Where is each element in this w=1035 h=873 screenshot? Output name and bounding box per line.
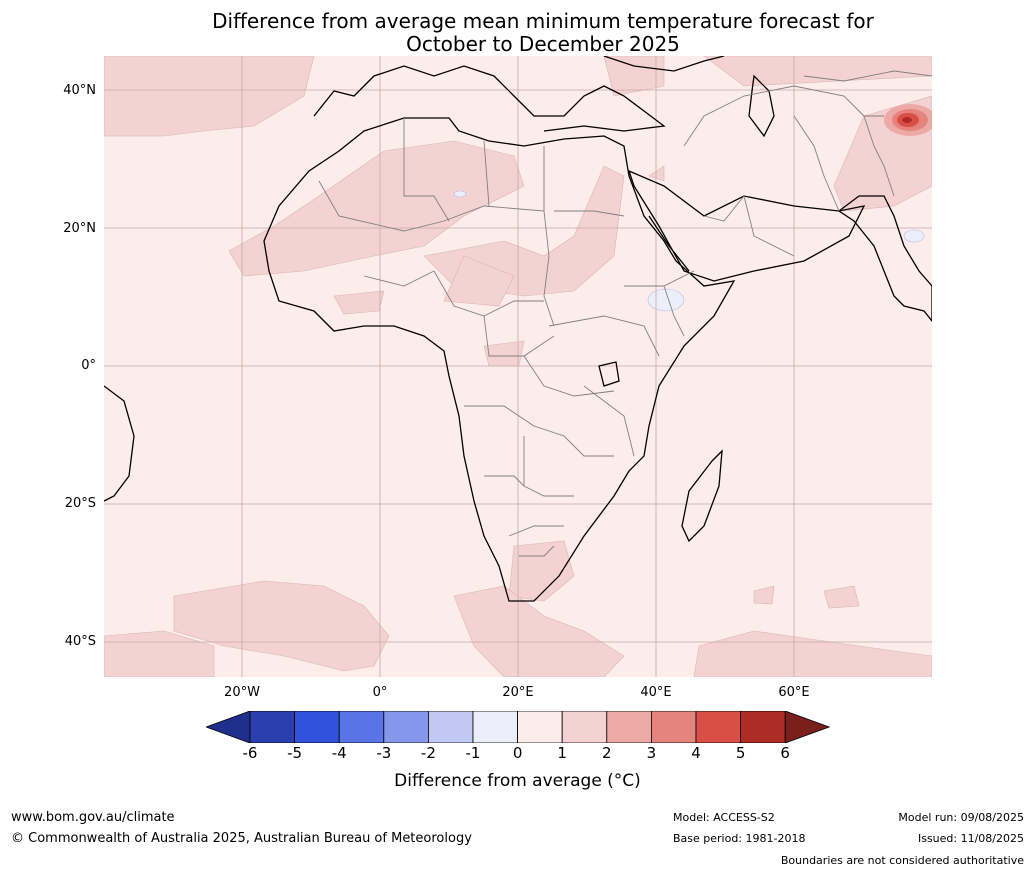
colorbar-tick-label: 1 xyxy=(557,744,567,762)
colorbar-label: Difference from average (°C) xyxy=(394,771,641,791)
colorbar-tick-label: 4 xyxy=(691,744,701,762)
footer-model-run: Model run: 09/08/2025 xyxy=(898,811,1024,824)
lat-label-40n: 40°N xyxy=(63,83,96,98)
anomaly-cool-patches xyxy=(453,190,925,312)
lat-label-0: 0° xyxy=(81,358,96,373)
colorbar-segment xyxy=(606,711,652,743)
colorbar-segment xyxy=(249,711,295,743)
colorbar-segment xyxy=(784,711,830,743)
colorbar-tick-label: -3 xyxy=(376,744,392,762)
anomaly-hotspot xyxy=(884,104,932,136)
colorbar-segments xyxy=(206,711,830,743)
colorbar-tick-label: -5 xyxy=(287,744,303,762)
colorbar-tick-label: 2 xyxy=(602,744,612,762)
colorbar-tick-label: -2 xyxy=(420,744,436,762)
colorbar-tick-label: 3 xyxy=(646,744,657,762)
map-panel xyxy=(104,56,932,677)
colorbar-segment xyxy=(206,711,251,743)
footer-copyright: © Commonwealth of Australia 2025, Austra… xyxy=(11,831,472,846)
colorbar-segment xyxy=(695,711,741,743)
lon-label-20e: 20°E xyxy=(502,685,534,700)
footer-model: Model: ACCESS-S2 xyxy=(673,811,775,824)
colorbar-tick-label: 0 xyxy=(512,744,523,762)
colorbar-segment xyxy=(383,711,429,743)
lat-label-40s: 40°S xyxy=(64,634,96,649)
lat-label-20s: 20°S xyxy=(64,496,96,511)
footer-base-period: Base period: 1981-2018 xyxy=(673,832,806,845)
footer-disclaimer: Boundaries are not considered authoritat… xyxy=(780,854,1024,867)
title-line-1: Difference from average mean minimum tem… xyxy=(212,9,874,33)
colorbar-segment xyxy=(472,711,518,743)
lon-label-60e: 60°E xyxy=(778,685,810,700)
chart-title: Difference from average mean minimum tem… xyxy=(0,10,1035,56)
lon-label-20w: 20°W xyxy=(224,685,260,700)
graticule xyxy=(104,56,932,677)
colorbar-segment xyxy=(650,711,697,743)
colorbar-segment xyxy=(338,711,385,743)
lon-label-0: 0° xyxy=(372,685,388,700)
country-borders xyxy=(318,70,932,557)
colorbar-segment xyxy=(740,711,786,743)
colorbar-tick-label: -4 xyxy=(331,744,347,762)
colorbar-segment xyxy=(561,711,608,743)
anomaly-shading-1-2 xyxy=(104,56,932,677)
lat-label-20n: 20°N xyxy=(63,221,96,236)
colorbar-segment xyxy=(294,711,340,743)
footer-issued: Issued: 11/08/2025 xyxy=(917,832,1024,845)
footer-url: www.bom.gov.au/climate xyxy=(11,810,175,825)
colorbar xyxy=(206,711,830,743)
colorbar-tick-label: 6 xyxy=(780,744,790,762)
title-line-2: October to December 2025 xyxy=(406,32,680,56)
colorbar-segment xyxy=(427,711,474,743)
colorbar-tick-label: -6 xyxy=(242,744,258,762)
colorbar-tick-label: 5 xyxy=(735,744,746,762)
map-svg xyxy=(104,56,932,677)
colorbar-segment xyxy=(517,711,563,743)
coastlines xyxy=(104,56,932,602)
lon-label-40e: 40°E xyxy=(640,685,672,700)
colorbar-tick-label: -1 xyxy=(465,744,481,762)
